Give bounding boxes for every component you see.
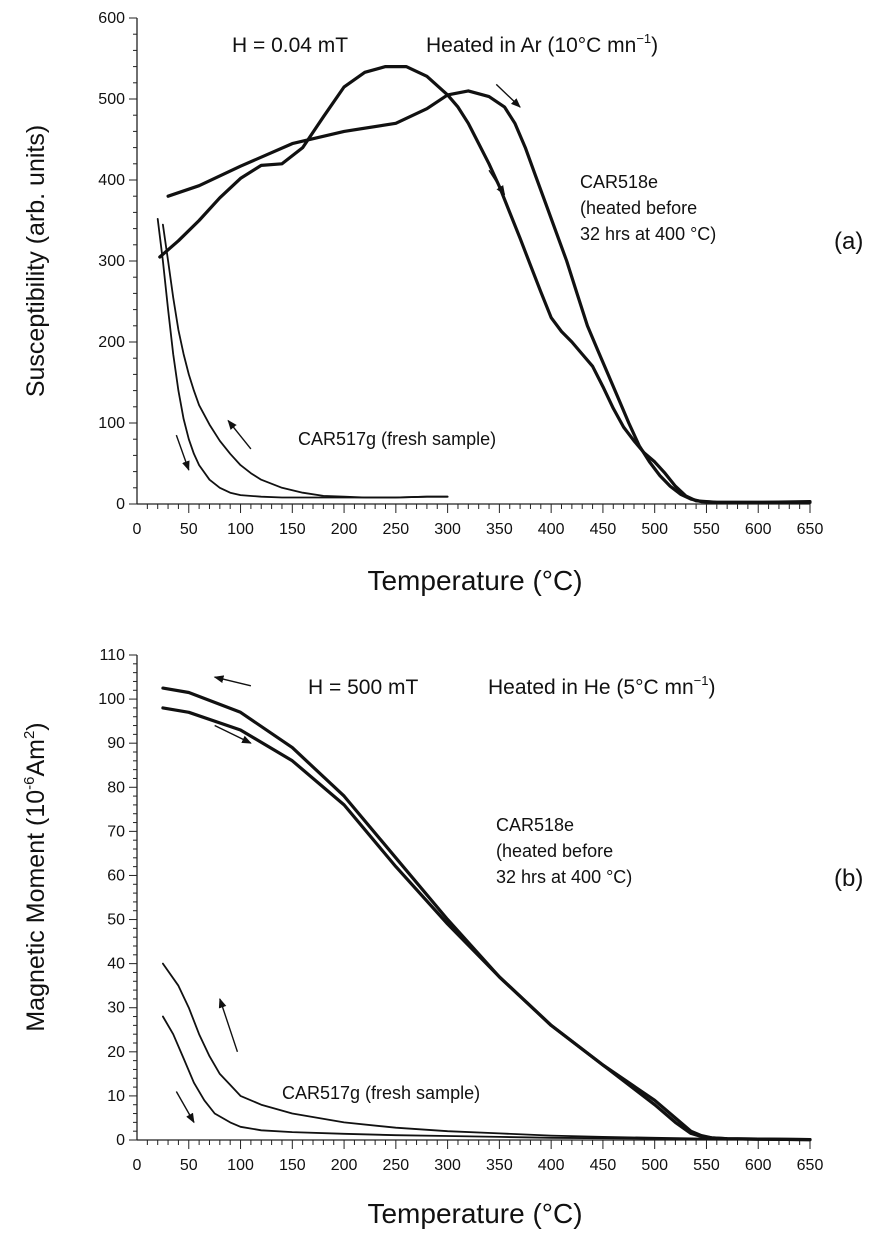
- a-y-tick-label: 200: [98, 334, 125, 351]
- a-direction-arrow-1: [495, 83, 521, 108]
- a-field-label: H = 0.04 mT: [232, 34, 348, 57]
- b-x-tick-label: 650: [797, 1157, 824, 1174]
- a-y-tick-label: 400: [98, 172, 125, 189]
- b-x-tick-label: 200: [331, 1157, 358, 1174]
- b-y-tick-label: 10: [107, 1088, 125, 1105]
- b-y-tick-label: 40: [107, 956, 125, 973]
- b-series-3-line: [161, 962, 811, 1141]
- a-x-tick-label: 400: [538, 521, 565, 538]
- b-x-tick-label: 150: [279, 1157, 306, 1174]
- a-condition-sup: −1: [636, 31, 651, 46]
- b-x-tick-label: 400: [538, 1157, 565, 1174]
- b-x-tick-label: 250: [382, 1157, 409, 1174]
- b-y-tick-label: 110: [99, 647, 125, 664]
- b-x-tick-label: 300: [434, 1157, 461, 1174]
- b-direction-arrow-3: [218, 997, 239, 1053]
- a-y-tick-label: 500: [98, 91, 125, 108]
- a-x-axis-title: Temperature (°C): [367, 565, 582, 596]
- a-sample-b-line2: (heated before: [580, 198, 697, 218]
- a-y-tick-label: 600: [98, 10, 125, 27]
- a-x-tick-label: 200: [331, 521, 358, 538]
- a-y-tick-label: 100: [98, 415, 125, 432]
- a-direction-arrow-4: [227, 419, 252, 450]
- b-ylabel-close: ): [22, 722, 50, 730]
- b-y-tick-label: 90: [107, 735, 125, 752]
- a-x-tick-label: 600: [745, 521, 772, 538]
- a-x-tick-label: 100: [227, 521, 254, 538]
- a-condition-text: Heated in Ar (10°C mn: [426, 34, 636, 57]
- b-series-2-line: [161, 706, 812, 1142]
- b-x-tick-label: 100: [227, 1157, 254, 1174]
- b-ylabel-tail: Am: [22, 739, 50, 777]
- b-panel-letter: (b): [834, 865, 863, 892]
- a-x-tick-label: 50: [180, 521, 198, 538]
- b-x-axis-title: Temperature (°C): [367, 1198, 582, 1229]
- b-x-tick-label: 600: [745, 1157, 772, 1174]
- b-x-tick-label: 450: [590, 1157, 617, 1174]
- b-y-tick-label: 0: [116, 1132, 125, 1149]
- panel-a-susceptibility-chart: 0 100 200 300 400 500 600 0 50 100 150 200 250 300 350…: [22, 10, 863, 596]
- a-y-tick-label: 300: [98, 253, 125, 270]
- b-condition-text: Heated in He (5°C mn: [488, 676, 694, 699]
- b-x-tick-label: 0: [133, 1157, 142, 1174]
- b-condition-sup: −1: [694, 673, 709, 688]
- b-y-tick-label: 60: [107, 867, 125, 884]
- a-x-tick-label: 500: [641, 521, 668, 538]
- a-sample-a-label: CAR517g (fresh sample): [298, 429, 496, 449]
- a-x-tick-label: 300: [434, 521, 461, 538]
- b-x-tick-label: 350: [486, 1157, 513, 1174]
- b-y-tick-label: 100: [98, 691, 125, 708]
- a-sample-b-line1: CAR518e: [580, 172, 658, 192]
- b-field-label: H = 500 mT: [308, 676, 418, 699]
- a-series-2-line: [166, 89, 812, 504]
- b-x-tick-label: 550: [693, 1157, 720, 1174]
- a-x-tick-label: 450: [590, 521, 617, 538]
- b-sample-b-line2: (heated before: [496, 841, 613, 861]
- b-sample-a-label: CAR517g (fresh sample): [282, 1083, 480, 1103]
- a-series-3-line: [156, 217, 449, 499]
- a-direction-arrow-2: [488, 169, 506, 196]
- b-y-tick-label: 30: [107, 1000, 125, 1017]
- b-series-1-line: [161, 686, 812, 1142]
- b-direction-arrow-4: [175, 1091, 195, 1124]
- b-direction-arrow-2: [214, 724, 252, 744]
- b-ylabel-sup2: 2: [21, 731, 38, 739]
- b-y-axis-title: Magnetic Moment (10-6Am2): [21, 722, 50, 1031]
- a-x-tick-label: 550: [693, 521, 720, 538]
- a-y-tick-label: 0: [116, 496, 125, 513]
- a-panel-letter: (a): [834, 228, 863, 255]
- b-series-4-line: [161, 1015, 811, 1141]
- a-x-tick-label: 350: [486, 521, 513, 538]
- a-x-tick-label: 250: [382, 521, 409, 538]
- b-sample-b-line1: CAR518e: [496, 815, 574, 835]
- a-x-tick-label: 150: [279, 521, 306, 538]
- b-condition-label: Heated in He (5°C mn−1): [488, 673, 715, 699]
- b-sample-b-line3: 32 hrs at 400 °C): [496, 867, 632, 887]
- b-y-tick-label: 50: [107, 912, 125, 929]
- b-direction-arrow-1: [213, 675, 252, 687]
- a-direction-arrow-3: [175, 434, 190, 471]
- b-y-tick-label: 70: [107, 823, 125, 840]
- b-condition-close: ): [708, 676, 715, 699]
- a-condition-label: Heated in Ar (10°C mn−1): [426, 31, 658, 57]
- a-series-4-line: [161, 223, 449, 499]
- a-condition-close: ): [651, 34, 658, 57]
- b-ylabel-sup: -6: [21, 777, 38, 790]
- a-x-tick-label: 650: [797, 521, 824, 538]
- b-x-tick-label: 500: [641, 1157, 668, 1174]
- b-y-tick-label: 20: [107, 1044, 125, 1061]
- b-x-tick-label: 50: [180, 1157, 198, 1174]
- a-sample-b-line3: 32 hrs at 400 °C): [580, 224, 716, 244]
- b-y-tick-label: 80: [107, 779, 125, 796]
- b-ylabel-main: Magnetic Moment (10: [22, 790, 50, 1032]
- a-y-axis-title: Susceptibility (arb. units): [22, 125, 50, 397]
- a-x-tick-label: 0: [133, 521, 142, 538]
- a-series-1-line: [158, 64, 812, 504]
